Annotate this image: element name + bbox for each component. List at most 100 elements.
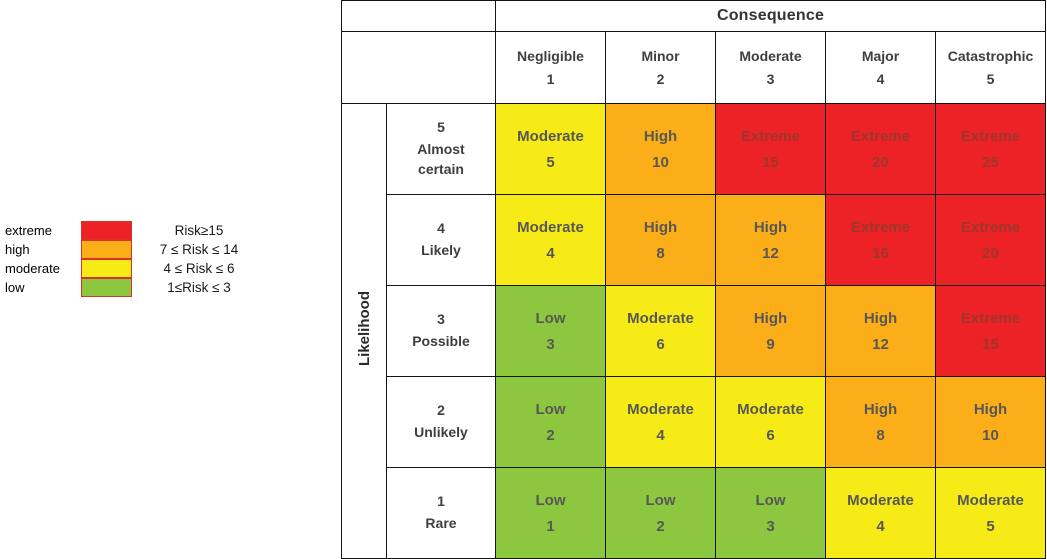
risk-cell: Extreme 16 [825, 194, 936, 286]
row-number: 5 [437, 118, 445, 135]
risk-cell-label: Moderate [627, 309, 694, 327]
risk-cell-score: 4 [546, 244, 555, 262]
risk-cell-score: 10 [982, 426, 999, 444]
blank-corner [341, 0, 496, 32]
column-name: Minor [641, 48, 680, 64]
risk-cell: High 9 [715, 285, 826, 377]
column-number: 2 [656, 71, 665, 87]
row-name: Almost certain [417, 140, 465, 177]
row-name: Unlikely [414, 423, 468, 440]
risk-cell-label: Moderate [627, 400, 694, 418]
risk-cell: Extreme 25 [935, 103, 1046, 195]
legend-range-low: 1≤Risk ≤ 3 [167, 280, 231, 295]
risk-cell-label: Moderate [517, 127, 584, 145]
risk-cell-score: 2 [546, 426, 555, 444]
risk-cell-score: 6 [766, 426, 775, 444]
risk-cell-label: Moderate [517, 218, 584, 236]
risk-cell-label: High [973, 400, 1008, 418]
risk-cell-score: 4 [656, 426, 665, 444]
row-header-almost-certain: 5 Almost certain [386, 103, 496, 195]
risk-cell-score: 15 [982, 335, 999, 353]
risk-cell-label: Extreme [850, 218, 911, 236]
risk-cell: Extreme 20 [935, 194, 1046, 286]
risk-cell-score: 3 [766, 517, 775, 535]
column-name: Moderate [739, 48, 802, 64]
matrix-row: 2 Unlikely Low 2 Moderate 4 Moderate 6 High… [342, 376, 1046, 468]
risk-cell: High 12 [825, 285, 936, 377]
risk-cell-score: 8 [876, 426, 885, 444]
risk-cell: Moderate 6 [605, 285, 716, 377]
risk-cell: Extreme 20 [825, 103, 936, 195]
risk-cell: High 10 [605, 103, 716, 195]
likelihood-axis-label: Likelihood [341, 103, 387, 559]
blank-corner [341, 31, 496, 104]
risk-cell-label: Moderate [957, 491, 1024, 509]
column-number: 5 [986, 71, 995, 87]
matrix-row: 3 Possible Low 3 Moderate 6 High 9 High 12 E… [342, 285, 1046, 377]
risk-cell-label: Extreme [740, 127, 801, 145]
risk-cell-score: 1 [546, 517, 555, 535]
risk-cell-score: 5 [546, 153, 555, 171]
risk-cell-label: Low [645, 491, 676, 509]
risk-cell: Moderate 4 [495, 194, 606, 286]
column-header-catastrophic: Catastrophic 5 [935, 31, 1046, 104]
risk-cell-score: 6 [656, 335, 665, 353]
row-name: Possible [412, 332, 470, 349]
risk-cell: Extreme 15 [715, 103, 826, 195]
row-number: 4 [437, 219, 445, 236]
risk-cell: High 10 [935, 376, 1046, 468]
row-header-unlikely: 2 Unlikely [386, 376, 496, 468]
likelihood-title: Likelihood [355, 291, 373, 366]
risk-cell-label: Moderate [737, 400, 804, 418]
legend-label-high: high [5, 242, 30, 257]
legend-swatch-extreme [81, 220, 132, 240]
column-header-major: Major 4 [825, 31, 936, 104]
risk-cell: High 8 [605, 194, 716, 286]
risk-cell-score: 25 [982, 153, 999, 171]
matrix-row: Likelihood 5 Almost certain Moderate 5 Hi… [341, 103, 1046, 559]
risk-cell-label: Moderate [847, 491, 914, 509]
risk-cell-label: High [753, 218, 788, 236]
legend-range-moderate: 4 ≤ Risk ≤ 6 [163, 261, 235, 276]
column-header-negligible: Negligible 1 [495, 31, 606, 104]
risk-cell-label: Extreme [960, 218, 1021, 236]
column-number: 1 [546, 71, 555, 87]
consequence-title: Consequence [495, 0, 1046, 32]
matrix-row: 4 Likely Moderate 4 High 8 High 12 Extreme 1… [342, 194, 1046, 286]
risk-cell: Low 2 [495, 376, 606, 468]
column-number: 4 [876, 71, 885, 87]
column-header-minor: Minor 2 [605, 31, 716, 104]
risk-cell: Low 2 [605, 467, 716, 559]
risk-cell-score: 20 [872, 153, 889, 171]
risk-cell-label: Low [755, 491, 786, 509]
legend-label-moderate: moderate [5, 261, 60, 276]
legend-swatch-moderate [81, 258, 132, 278]
risk-cell: Moderate 6 [715, 376, 826, 468]
risk-cell-score: 4 [876, 517, 885, 535]
risk-cell-label: Extreme [960, 127, 1021, 145]
column-name: Catastrophic [947, 48, 1034, 64]
risk-cell-label: High [863, 400, 898, 418]
risk-cell-score: 10 [652, 153, 669, 171]
column-name: Negligible [517, 48, 584, 64]
consequence-title-row: Consequence [341, 0, 1046, 32]
risk-cell: Moderate 4 [605, 376, 716, 468]
legend-range-high: 7 ≤ Risk ≤ 14 [159, 242, 239, 257]
legend-swatch-high [81, 239, 132, 259]
risk-cell-label: High [753, 309, 788, 327]
risk-cell-score: 15 [762, 153, 779, 171]
risk-cell-score: 20 [982, 244, 999, 262]
row-name: Rare [425, 514, 457, 531]
column-header-row: Negligible 1 Minor 2 Moderate 3 Major 4 … [341, 31, 1046, 104]
risk-cell-label: High [863, 309, 898, 327]
risk-cell-label: Extreme [960, 309, 1021, 327]
risk-cell: High 8 [825, 376, 936, 468]
risk-cell: Extreme 15 [935, 285, 1046, 377]
row-header-likely: 4 Likely [386, 194, 496, 286]
risk-cell-score: 5 [986, 517, 995, 535]
risk-cell-label: High [643, 218, 678, 236]
row-name: Likely [421, 241, 461, 258]
row-number: 1 [437, 492, 445, 509]
risk-cell-label: Extreme [850, 127, 911, 145]
